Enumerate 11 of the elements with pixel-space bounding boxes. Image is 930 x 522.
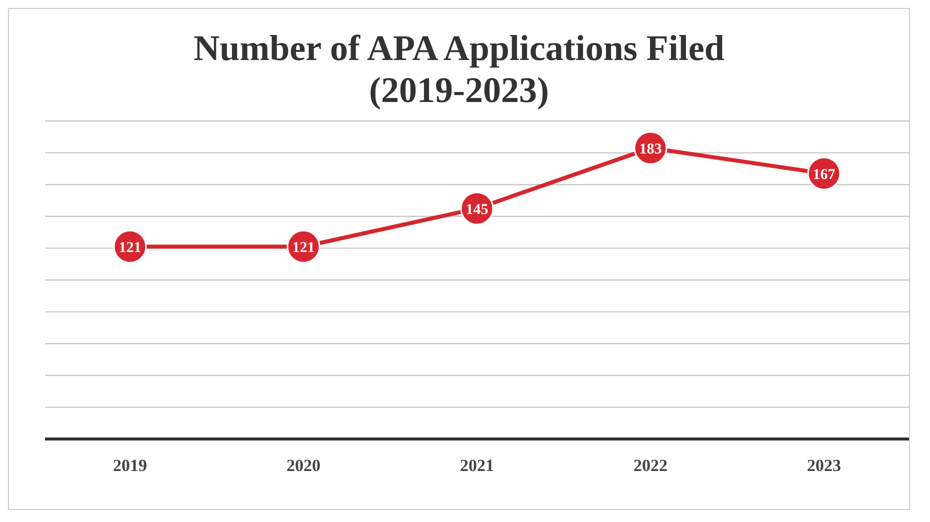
x-tick-label: 2023 [807,456,841,476]
chart-title: Number of APA Applications Filed (2019-2023) [192,27,726,111]
data-label: 145 [466,202,488,218]
data-label: 121 [292,240,315,256]
x-tick-label: 2020 [286,456,320,476]
x-tick-label: 2019 [113,456,147,476]
data-label: 183 [639,141,662,158]
data-label: 121 [118,240,142,256]
x-tick-label: 2021 [460,456,494,476]
data-label: 167 [812,166,836,183]
x-tick-label: 2022 [634,456,668,476]
